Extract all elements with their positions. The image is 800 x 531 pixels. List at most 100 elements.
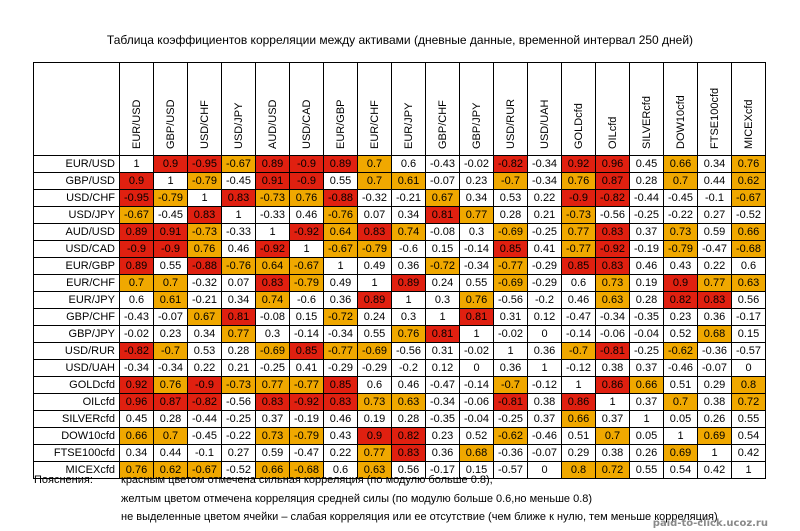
- correlation-cell: 0.15: [731, 325, 766, 343]
- correlation-cell: -0.32: [357, 189, 392, 207]
- table-row: EUR/USD 1 0.9 -0.95 -0.67 0.89 -0.9 0.89 0.7 0.6-…: [33, 155, 766, 173]
- correlation-cell: 0.38: [527, 393, 562, 411]
- correlation-cell: 0.05: [663, 410, 698, 428]
- correlation-cell: 0.38: [595, 359, 630, 377]
- correlation-cell: -0.69: [357, 342, 392, 360]
- correlation-cell: -0.6: [289, 291, 324, 309]
- correlation-cell: 0.56: [391, 461, 426, 479]
- correlation-cell: 0.92: [561, 155, 596, 173]
- correlation-cell: 0.59: [697, 223, 732, 241]
- correlation-cell: -0.9: [289, 155, 324, 173]
- correlation-cell: -0.56: [595, 206, 630, 224]
- correlation-cell: 0.63: [357, 461, 392, 479]
- correlation-cell: 0.49: [323, 274, 358, 292]
- column-header-label: USD/CAD: [300, 99, 313, 149]
- correlation-cell: 1: [459, 325, 494, 343]
- correlation-cell: 0.64: [323, 223, 358, 241]
- correlation-cell: 0.28: [221, 342, 256, 360]
- correlation-cell: 0.46: [391, 376, 426, 394]
- correlation-cell: -0.07: [153, 308, 188, 326]
- correlation-cell: 0.3: [459, 223, 494, 241]
- column-header-label: GOLDcfd: [572, 103, 585, 149]
- correlation-cell: 0.55: [731, 410, 766, 428]
- correlation-cell: 0.9: [663, 274, 698, 292]
- correlation-cell: 0.42: [697, 461, 732, 479]
- correlation-cell: -0.02: [459, 342, 494, 360]
- correlation-cell: -0.33: [255, 206, 290, 224]
- correlation-cell: -0.34: [527, 172, 562, 190]
- row-header: GBP/JPY: [33, 325, 120, 343]
- correlation-cell: -0.14: [459, 240, 494, 258]
- correlation-cell: 0.27: [221, 444, 256, 462]
- correlation-cell: 0: [459, 359, 494, 377]
- correlation-cell: -0.69: [493, 274, 528, 292]
- row-header: AUD/USD: [33, 223, 120, 241]
- correlation-cell: -0.35: [629, 308, 664, 326]
- correlation-cell: 1: [731, 461, 766, 479]
- correlation-cell: 0.22: [323, 444, 358, 462]
- correlation-cell: 0.36: [493, 359, 528, 377]
- correlation-cell: -0.04: [629, 325, 664, 343]
- correlation-cell: -0.34: [425, 393, 460, 411]
- correlation-cell: 1: [391, 291, 426, 309]
- correlation-cell: 0.89: [357, 291, 392, 309]
- correlation-cell: -0.17: [425, 461, 460, 479]
- column-header: FTSE100cfd: [697, 62, 732, 156]
- correlation-cell: -0.29: [357, 359, 392, 377]
- correlation-cell: 0.46: [221, 240, 256, 258]
- correlation-cell: 0.91: [153, 223, 188, 241]
- column-header: EUR/GBP: [323, 62, 358, 156]
- correlation-cell: 0.34: [187, 325, 222, 343]
- correlation-cell: -0.22: [221, 427, 256, 445]
- correlation-cell: 0.7: [153, 427, 188, 445]
- column-header-label: MICEXcfd: [742, 99, 755, 149]
- column-header: DOW10cfd: [663, 62, 698, 156]
- correlation-cell: 0.91: [255, 172, 290, 190]
- correlation-cell: 0.76: [731, 155, 766, 173]
- correlation-cell: -0.2: [527, 291, 562, 309]
- correlation-cell: -0.69: [255, 342, 290, 360]
- correlation-cell: 0.89: [323, 155, 358, 173]
- column-header-label: GBP/JPY: [470, 102, 483, 149]
- correlation-cell: 1: [561, 376, 596, 394]
- correlation-cell: 0.82: [391, 427, 426, 445]
- column-header: SILVERcfd: [629, 62, 664, 156]
- correlation-cell: 0.29: [561, 444, 596, 462]
- correlation-cell: 0.73: [357, 393, 392, 411]
- correlation-cell: 0.15: [459, 461, 494, 479]
- correlation-cell: -0.82: [187, 393, 222, 411]
- correlation-cell: 0.55: [357, 325, 392, 343]
- table-row: SILVERcfd 0.45 0.28 -0.44 -0.25 0.37 -0.19 0.46…: [33, 410, 766, 428]
- column-header-label: USD/JPY: [232, 102, 245, 149]
- correlation-cell: -0.07: [425, 172, 460, 190]
- correlation-cell: 0.83: [697, 291, 732, 309]
- correlation-cell: 0.52: [663, 325, 698, 343]
- correlation-cell: -0.2: [391, 359, 426, 377]
- correlation-cell: 0.77: [357, 444, 392, 462]
- correlation-cell: 0.53: [493, 189, 528, 207]
- correlation-cell: 1: [493, 342, 528, 360]
- correlation-cell: -0.79: [289, 427, 324, 445]
- correlation-cell: 0.83: [595, 257, 630, 275]
- table-row: GBP/JPY -0.02 0.23 0.34 0.77 0.3 -0.14 -0.34 0.5…: [33, 325, 766, 343]
- correlation-cell: 0.96: [595, 155, 630, 173]
- column-header: USD/CAD: [289, 62, 324, 156]
- row-header: EUR/JPY: [33, 291, 120, 309]
- correlation-cell: 0.7: [663, 393, 698, 411]
- watermark: paid-to-click.ucoz.ru: [652, 518, 768, 529]
- correlation-cell: 1: [221, 206, 256, 224]
- correlation-cell: 0.66: [561, 410, 596, 428]
- correlation-cell: 0.28: [629, 291, 664, 309]
- correlation-cell: -0.14: [459, 376, 494, 394]
- correlation-cell: 0.6: [391, 155, 426, 173]
- correlation-cell: 0.44: [153, 444, 188, 462]
- correlation-cell: 0.76: [459, 291, 494, 309]
- correlation-cell: 1: [255, 223, 290, 241]
- table-title: Таблица коэффициентов корреляции между а…: [106, 33, 694, 47]
- correlation-cell: 0.7: [153, 274, 188, 292]
- correlation-cell: 0.36: [697, 308, 732, 326]
- correlation-cell: 0.22: [187, 359, 222, 377]
- correlation-cell: -0.73: [561, 206, 596, 224]
- row-header: EUR/CHF: [33, 274, 120, 292]
- correlation-cell: 0.81: [459, 308, 494, 326]
